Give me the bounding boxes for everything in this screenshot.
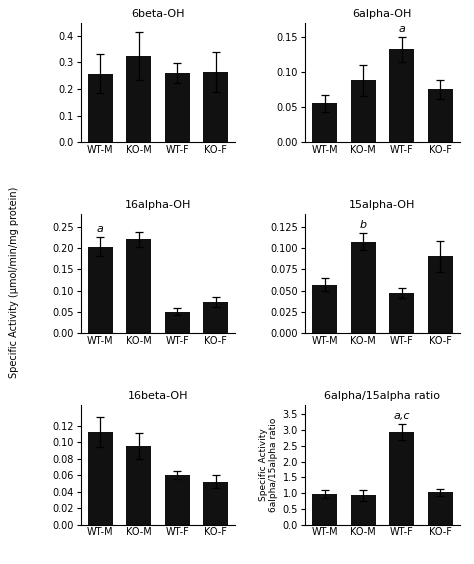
Text: a: a: [398, 24, 405, 34]
Bar: [126, 56, 151, 142]
Title: 16alpha-OH: 16alpha-OH: [125, 200, 191, 210]
Title: 15alpha-OH: 15alpha-OH: [349, 200, 416, 210]
Title: 6alpha/15alpha ratio: 6alpha/15alpha ratio: [324, 391, 440, 402]
Title: 6alpha-OH: 6alpha-OH: [353, 9, 412, 19]
Bar: [164, 475, 190, 525]
Bar: [351, 495, 376, 525]
Bar: [389, 293, 414, 333]
Bar: [203, 72, 228, 142]
Bar: [389, 431, 414, 525]
Bar: [88, 246, 113, 333]
Bar: [351, 242, 376, 333]
Bar: [88, 432, 113, 525]
Bar: [389, 49, 414, 142]
Bar: [312, 494, 337, 525]
Bar: [312, 285, 337, 333]
Bar: [428, 89, 453, 142]
Bar: [164, 311, 190, 333]
Bar: [428, 257, 453, 333]
Bar: [126, 446, 151, 525]
Bar: [203, 302, 228, 333]
Bar: [312, 103, 337, 142]
Text: Specific Activity (μmol/min/mg protein): Specific Activity (μmol/min/mg protein): [9, 186, 19, 378]
Title: 16beta-OH: 16beta-OH: [128, 391, 188, 402]
Bar: [203, 482, 228, 525]
Text: b: b: [360, 221, 367, 231]
Bar: [428, 492, 453, 525]
Text: a: a: [97, 224, 104, 234]
Title: 6beta-OH: 6beta-OH: [131, 9, 185, 19]
Bar: [126, 239, 151, 333]
Bar: [88, 74, 113, 142]
Bar: [164, 73, 190, 142]
Bar: [351, 80, 376, 142]
Text: a,c: a,c: [393, 411, 410, 421]
Y-axis label: Specific Activity
6alpha/15alpha ratio: Specific Activity 6alpha/15alpha ratio: [259, 417, 278, 512]
